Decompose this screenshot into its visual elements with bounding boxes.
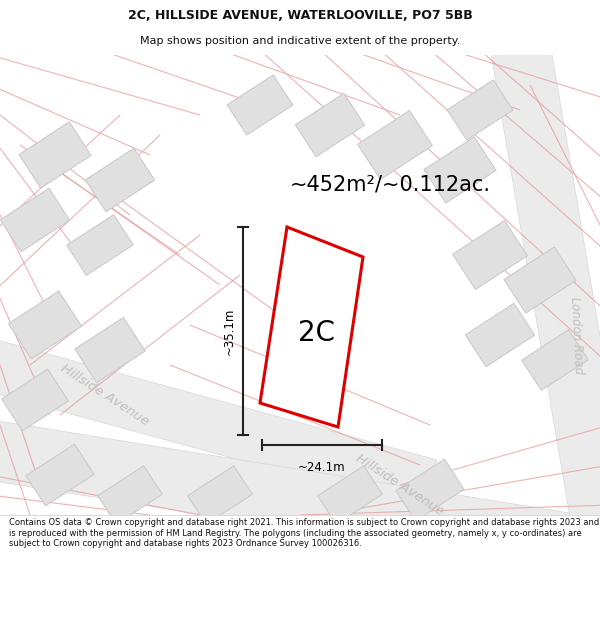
Polygon shape <box>522 329 588 391</box>
Polygon shape <box>317 466 382 524</box>
Polygon shape <box>8 291 82 359</box>
Polygon shape <box>447 80 513 140</box>
Polygon shape <box>188 466 253 524</box>
Text: ~35.1m: ~35.1m <box>223 308 235 355</box>
Polygon shape <box>295 93 365 157</box>
Polygon shape <box>358 111 433 179</box>
Text: ~24.1m: ~24.1m <box>298 461 346 474</box>
Text: ~452m²/~0.112ac.: ~452m²/~0.112ac. <box>290 175 491 195</box>
Polygon shape <box>424 137 496 203</box>
Polygon shape <box>0 421 585 574</box>
Polygon shape <box>504 247 576 313</box>
Text: Map shows position and indicative extent of the property.: Map shows position and indicative extent… <box>140 36 460 46</box>
Polygon shape <box>2 369 68 431</box>
Text: Hillside Avenue: Hillside Avenue <box>59 362 151 428</box>
Polygon shape <box>0 340 437 510</box>
Text: 2C, HILLSIDE AVENUE, WATERLOOVILLE, PO7 5BB: 2C, HILLSIDE AVENUE, WATERLOOVILLE, PO7 … <box>128 9 472 22</box>
Polygon shape <box>227 75 293 135</box>
Polygon shape <box>75 318 145 382</box>
Polygon shape <box>98 466 163 524</box>
Polygon shape <box>1 188 70 252</box>
Polygon shape <box>85 148 155 212</box>
Polygon shape <box>396 459 464 521</box>
Text: Hillside Avenue: Hillside Avenue <box>353 452 446 518</box>
Text: London Road: London Road <box>568 296 586 374</box>
Polygon shape <box>19 122 91 188</box>
Polygon shape <box>490 40 600 520</box>
Polygon shape <box>26 444 94 506</box>
Text: Contains OS data © Crown copyright and database right 2021. This information is : Contains OS data © Crown copyright and d… <box>9 518 599 548</box>
Polygon shape <box>67 214 133 276</box>
Polygon shape <box>452 221 527 289</box>
Polygon shape <box>260 227 363 427</box>
Text: 2C: 2C <box>299 319 335 347</box>
Polygon shape <box>466 303 535 367</box>
